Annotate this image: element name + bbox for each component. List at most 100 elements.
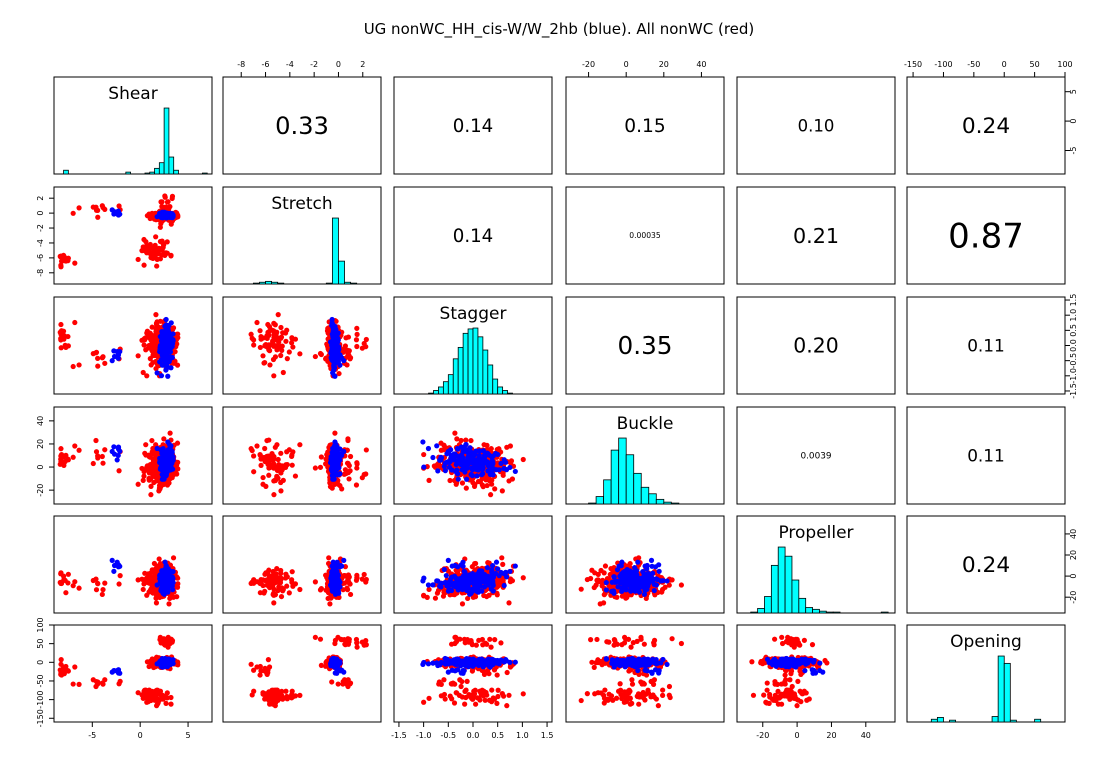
- point-blue: [435, 468, 441, 474]
- point-red: [168, 253, 174, 259]
- point-red: [153, 312, 159, 318]
- point-red: [266, 472, 272, 478]
- panel-frame: [53, 76, 213, 175]
- point-red: [72, 319, 78, 326]
- point-red: [148, 492, 154, 498]
- scatter-points: [57, 430, 181, 498]
- point-blue: [160, 576, 166, 582]
- point-red: [135, 256, 141, 263]
- point-red: [157, 318, 163, 324]
- point-red: [262, 445, 268, 452]
- point-red: [317, 350, 324, 357]
- point-red: [58, 331, 64, 337]
- point-red: [93, 204, 99, 210]
- point-red: [297, 351, 303, 357]
- point-red: [265, 321, 271, 328]
- point-blue: [467, 445, 473, 451]
- point-blue: [329, 343, 335, 349]
- panel-shear-vs-stretch: 0.33: [222, 76, 382, 175]
- point-red: [265, 453, 271, 459]
- point-red: [154, 473, 161, 479]
- histogram-bar: [625, 454, 635, 505]
- point-red: [143, 239, 149, 245]
- point-red: [93, 350, 99, 356]
- point-blue: [420, 439, 426, 445]
- point-red: [452, 430, 458, 436]
- point-red: [279, 585, 285, 591]
- scatter-points: [57, 312, 181, 379]
- panel-buckle-vs-stagger: [393, 406, 553, 505]
- point-red: [488, 492, 494, 498]
- point-blue: [162, 580, 168, 586]
- histogram-bar: [344, 281, 352, 285]
- panel-stagger-vs-stretch: [222, 296, 382, 395]
- histogram-bar: [477, 336, 484, 395]
- point-red: [144, 592, 150, 598]
- point-blue: [425, 582, 432, 588]
- point-blue: [425, 445, 432, 452]
- point-blue: [331, 332, 337, 339]
- panel-frame: [736, 186, 896, 285]
- point-red: [353, 337, 360, 343]
- point-red: [58, 264, 64, 270]
- point-red: [317, 587, 324, 593]
- point-red: [318, 454, 324, 460]
- correlation-value: 0.33: [275, 112, 329, 140]
- histogram-bar: [149, 171, 155, 175]
- point-blue: [501, 465, 507, 472]
- point-red: [147, 241, 153, 248]
- panel-stagger-vs-buckle: 0.35: [565, 296, 725, 395]
- point-blue: [446, 464, 453, 470]
- point-red: [278, 593, 285, 600]
- point-red: [500, 472, 506, 478]
- point-red: [72, 260, 78, 266]
- point-red: [279, 467, 285, 473]
- point-red: [162, 194, 168, 200]
- point-blue: [334, 568, 340, 574]
- point-red: [70, 363, 76, 370]
- point-red: [324, 328, 331, 334]
- point-red: [284, 449, 290, 455]
- point-red: [135, 577, 141, 583]
- point-red: [258, 576, 264, 583]
- point-blue: [512, 563, 518, 569]
- point-red: [149, 347, 155, 354]
- point-blue: [480, 471, 486, 477]
- point-red: [327, 601, 333, 607]
- variable-label-stretch: Stretch: [271, 194, 332, 214]
- point-red: [343, 335, 349, 341]
- point-red: [264, 571, 270, 577]
- point-blue: [469, 473, 476, 479]
- point-red: [289, 335, 295, 341]
- point-blue: [490, 459, 496, 465]
- histogram-bar: [487, 364, 494, 395]
- point-blue: [111, 353, 118, 360]
- point-red: [62, 342, 68, 348]
- point-blue: [458, 444, 464, 450]
- point-red: [95, 455, 101, 461]
- point-red: [93, 587, 100, 593]
- point-blue: [170, 466, 176, 472]
- point-blue: [159, 362, 165, 368]
- point-red: [72, 443, 78, 449]
- point-red: [265, 329, 271, 335]
- point-red: [499, 555, 505, 561]
- point-red: [458, 437, 464, 444]
- histogram-bar: [331, 217, 339, 285]
- panel-stagger-vs-propeller: 0.20: [736, 296, 896, 395]
- point-red: [153, 586, 159, 593]
- point-red: [354, 461, 360, 467]
- point-blue: [434, 443, 440, 449]
- panel-frame: [222, 186, 382, 285]
- point-blue: [480, 460, 486, 466]
- point-red: [58, 253, 64, 259]
- point-red: [248, 331, 254, 337]
- point-red: [274, 442, 280, 448]
- point-blue: [169, 214, 175, 220]
- point-blue: [512, 468, 518, 475]
- point-red: [363, 447, 369, 453]
- point-red: [143, 335, 149, 341]
- point-red: [116, 581, 122, 587]
- point-blue: [338, 451, 344, 457]
- point-red: [158, 199, 164, 205]
